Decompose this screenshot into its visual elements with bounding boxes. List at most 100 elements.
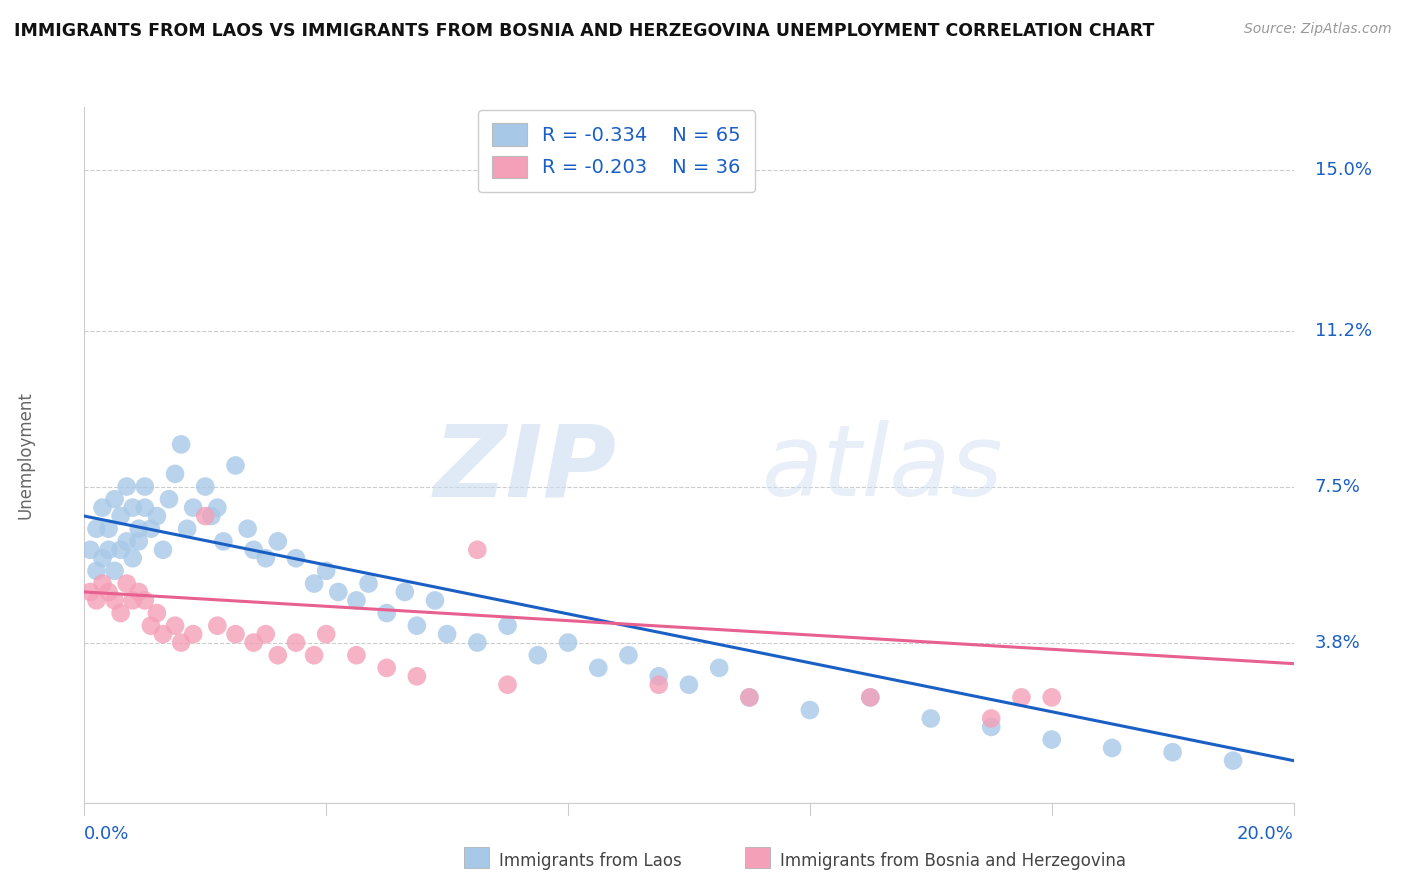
- Point: [200, 509, 222, 524]
- Point: [254, 627, 277, 641]
- Point: [859, 690, 882, 705]
- Point: [467, 635, 489, 649]
- Point: [91, 551, 114, 566]
- Point: [678, 678, 700, 692]
- Point: [121, 593, 143, 607]
- Point: [163, 467, 186, 481]
- Point: [920, 711, 942, 725]
- Text: 11.2%: 11.2%: [1315, 321, 1372, 340]
- Point: [588, 661, 610, 675]
- Point: [302, 576, 325, 591]
- Point: [157, 492, 180, 507]
- Point: [980, 711, 1002, 725]
- Point: [181, 500, 204, 515]
- Point: [394, 585, 416, 599]
- Point: [121, 500, 143, 515]
- Point: [146, 509, 169, 524]
- Point: [212, 534, 235, 549]
- Point: [152, 542, 174, 557]
- Point: [110, 509, 132, 524]
- Point: [170, 635, 193, 649]
- Text: ZIP: ZIP: [433, 420, 616, 517]
- Point: [284, 635, 308, 649]
- Point: [139, 618, 162, 632]
- Point: [176, 522, 198, 536]
- Point: [267, 648, 290, 663]
- Text: 20.0%: 20.0%: [1237, 825, 1294, 843]
- Point: [163, 618, 186, 632]
- Point: [134, 593, 156, 607]
- Point: [79, 585, 101, 599]
- Text: 7.5%: 7.5%: [1315, 477, 1361, 496]
- Point: [709, 661, 731, 675]
- Point: [110, 542, 132, 557]
- Text: IMMIGRANTS FROM LAOS VS IMMIGRANTS FROM BOSNIA AND HERZEGOVINA UNEMPLOYMENT CORR: IMMIGRANTS FROM LAOS VS IMMIGRANTS FROM …: [14, 22, 1154, 40]
- Point: [980, 720, 1002, 734]
- Point: [86, 564, 108, 578]
- Point: [406, 669, 429, 683]
- Point: [97, 542, 120, 557]
- Point: [225, 458, 247, 473]
- Point: [1222, 754, 1244, 768]
- Text: 0.0%: 0.0%: [84, 825, 129, 843]
- Point: [1040, 690, 1063, 705]
- Point: [97, 585, 120, 599]
- Text: 3.8%: 3.8%: [1315, 633, 1361, 651]
- Point: [242, 635, 264, 649]
- Point: [139, 522, 162, 536]
- Point: [496, 618, 519, 632]
- Point: [1161, 745, 1184, 759]
- Text: Immigrants from Bosnia and Herzegovina: Immigrants from Bosnia and Herzegovina: [780, 852, 1126, 870]
- Point: [302, 648, 325, 663]
- Point: [496, 678, 519, 692]
- Point: [357, 576, 380, 591]
- Text: Unemployment: Unemployment: [17, 391, 34, 519]
- Point: [79, 542, 101, 557]
- Point: [128, 585, 150, 599]
- Point: [115, 479, 138, 493]
- Point: [86, 593, 108, 607]
- Point: [86, 522, 108, 536]
- Point: [406, 618, 429, 632]
- Point: [375, 606, 398, 620]
- Point: [134, 500, 156, 515]
- Point: [146, 606, 169, 620]
- Point: [104, 564, 127, 578]
- Point: [738, 690, 761, 705]
- Point: [315, 564, 337, 578]
- Point: [315, 627, 337, 641]
- Point: [526, 648, 548, 663]
- Point: [617, 648, 640, 663]
- Text: atlas: atlas: [762, 420, 1002, 517]
- Point: [799, 703, 821, 717]
- Point: [128, 522, 150, 536]
- Point: [104, 492, 127, 507]
- Point: [254, 551, 277, 566]
- Point: [738, 690, 761, 705]
- Point: [236, 522, 259, 536]
- Point: [207, 618, 229, 632]
- Point: [284, 551, 308, 566]
- Point: [1010, 690, 1032, 705]
- Point: [91, 500, 114, 515]
- Point: [115, 576, 138, 591]
- Point: [194, 479, 217, 493]
- Point: [110, 606, 132, 620]
- Point: [97, 522, 120, 536]
- Point: [152, 627, 174, 641]
- Point: [375, 661, 398, 675]
- Point: [1101, 741, 1123, 756]
- Point: [436, 627, 458, 641]
- Point: [242, 542, 264, 557]
- Legend: R = -0.334    N = 65, R = -0.203    N = 36: R = -0.334 N = 65, R = -0.203 N = 36: [478, 110, 755, 192]
- Text: Immigrants from Laos: Immigrants from Laos: [499, 852, 682, 870]
- Point: [115, 534, 138, 549]
- Point: [207, 500, 229, 515]
- Point: [423, 593, 446, 607]
- Point: [134, 479, 156, 493]
- Point: [128, 534, 150, 549]
- Point: [346, 593, 368, 607]
- Point: [267, 534, 290, 549]
- Text: 15.0%: 15.0%: [1315, 161, 1372, 179]
- Text: Source: ZipAtlas.com: Source: ZipAtlas.com: [1244, 22, 1392, 37]
